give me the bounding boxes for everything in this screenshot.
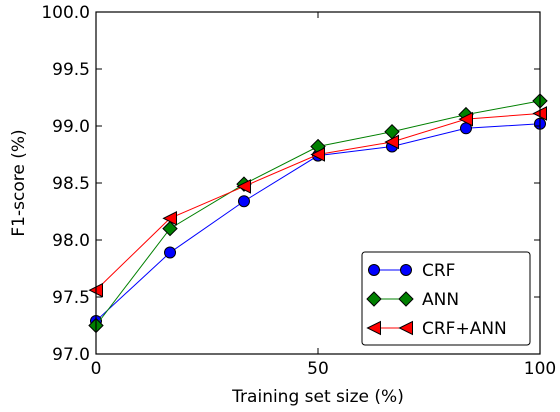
legend-entry-crf: CRF (368, 261, 455, 281)
data-point-crf-ann (162, 211, 178, 226)
x-tick-label: 0 (91, 359, 102, 379)
data-point-crf-ann (310, 147, 325, 162)
x-axis-title: Training set size (%) (231, 387, 404, 407)
data-point-crf (237, 195, 250, 208)
y-tick-label: 99.5 (52, 60, 90, 80)
data-point-crf-ann (384, 134, 400, 150)
x-tick-label: 50 (307, 359, 329, 379)
y-tick-label: 99.0 (52, 117, 90, 137)
legend-marker (398, 291, 414, 307)
data-point-crf-ann (458, 111, 473, 127)
data-point-crf-ann (236, 179, 251, 194)
y-tick-label: 98.0 (52, 231, 90, 251)
legend-marker (366, 291, 382, 307)
legend-label: CRF+ANN (422, 319, 507, 339)
data-point-ann (162, 220, 178, 237)
y-tick-label: 100.0 (41, 3, 90, 23)
x-tick-label: 100 (524, 359, 556, 379)
series-layer (88, 93, 548, 334)
series-crf-ann (88, 106, 547, 298)
y-tick-label: 97.5 (52, 288, 90, 308)
y-tick-label: 98.5 (52, 174, 90, 194)
data-point-crf (164, 246, 177, 259)
legend-entry-crf-ann: CRF+ANN (366, 319, 507, 339)
y-axis-title: F1-score (%) (9, 129, 29, 236)
legend-entry-ann: ANN (366, 290, 459, 310)
legend-marker (366, 320, 381, 336)
ticks-layer: 0 50 100 97.0 97.5 98.0 98.5 99.0 99.5 100.0 (41, 3, 556, 379)
y-tick-label: 97.0 (52, 345, 90, 365)
legend-marker (400, 264, 412, 276)
legend-label: CRF (422, 261, 455, 281)
legend-label: ANN (422, 290, 459, 310)
legend-marker (368, 264, 380, 276)
legend: CRF ANN CRF+ANN (361, 251, 531, 346)
legend-marker (398, 320, 413, 336)
